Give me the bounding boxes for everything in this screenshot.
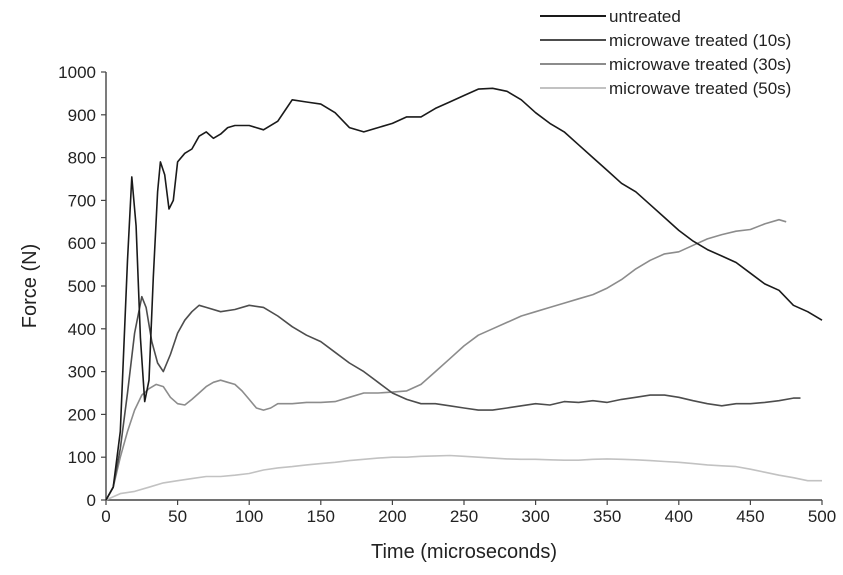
y-axis-title: Force (N) (19, 244, 41, 328)
legend-label-0: untreated (609, 7, 681, 26)
x-axis-ticks: 0 50 100 150 200 250 300 350 400 450 500 (101, 500, 836, 526)
series-line-0 (105, 87, 823, 501)
legend-label-1: microwave treated (10s) (609, 31, 791, 50)
x-tick-label: 400 (665, 507, 693, 526)
x-tick-label: 250 (450, 507, 478, 526)
y-tick-label: 500 (68, 277, 96, 296)
series-layer (105, 87, 823, 501)
x-tick-label: 450 (736, 507, 764, 526)
y-tick-label: 1000 (58, 63, 96, 82)
x-tick-label: 0 (101, 507, 110, 526)
y-tick-label: 100 (68, 448, 96, 467)
y-tick-label: 200 (68, 405, 96, 424)
x-axis-title: Time (microseconds) (371, 541, 557, 563)
y-tick-label: 600 (68, 234, 96, 253)
series-line-3 (105, 454, 822, 501)
x-tick-label: 100 (235, 507, 263, 526)
series-line-1 (105, 295, 801, 501)
x-tick-label: 300 (521, 507, 549, 526)
y-tick-label: 800 (68, 149, 96, 168)
axes (105, 72, 822, 501)
legend: untreated microwave treated (10s) microwav… (540, 7, 791, 98)
x-tick-label: 200 (378, 507, 406, 526)
x-tick-label: 50 (168, 507, 187, 526)
y-tick-label: 300 (68, 363, 96, 382)
legend-label-3: microwave treated (50s) (609, 79, 791, 98)
series-line-2 (105, 218, 787, 501)
x-tick-label: 150 (307, 507, 335, 526)
legend-label-2: microwave treated (30s) (609, 55, 791, 74)
y-tick-label: 400 (68, 320, 96, 339)
y-axis-ticks: 0 100 200 300 400 500 600 700 800 900 1000 (58, 63, 106, 510)
y-tick-label: 700 (68, 191, 96, 210)
x-tick-label: 350 (593, 507, 621, 526)
y-tick-label: 0 (87, 491, 96, 510)
y-tick-label: 900 (68, 106, 96, 125)
x-tick-label: 500 (808, 507, 836, 526)
